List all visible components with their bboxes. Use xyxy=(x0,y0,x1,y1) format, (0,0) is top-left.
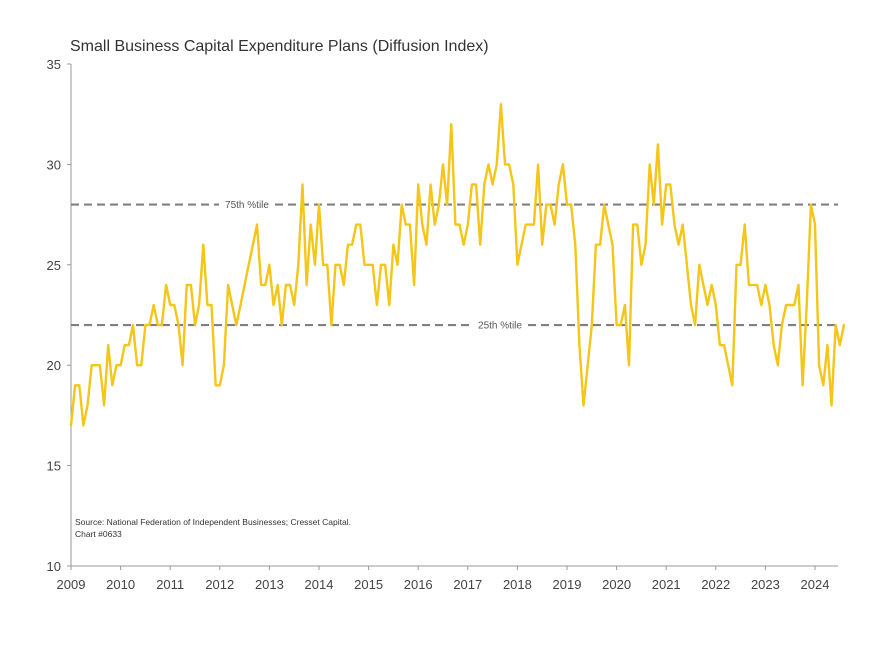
x-tick-label: 2024 xyxy=(801,577,830,592)
source-note: Source: National Federation of Independe… xyxy=(75,516,351,540)
x-tick-label: 2022 xyxy=(701,577,730,592)
source-line: Source: National Federation of Independe… xyxy=(75,517,351,527)
y-tick-label: 10 xyxy=(47,559,61,574)
chart-title: Small Business Capital Expenditure Plans… xyxy=(70,38,489,55)
x-tick-label: 2019 xyxy=(553,577,582,592)
x-tick-label: 2023 xyxy=(751,577,780,592)
x-tick-label: 2012 xyxy=(205,577,234,592)
tick-labels: 10 15 20 25 30 35 2009 2010 2011 2012 2013 2014 2015… xyxy=(47,57,830,592)
x-tick-label: 2009 xyxy=(57,577,86,592)
x-tick-label: 2017 xyxy=(453,577,482,592)
x-tick-label: 2010 xyxy=(106,577,135,592)
reference-lines: 75th %tile 25th %tile xyxy=(71,200,838,332)
axes xyxy=(67,63,838,570)
reference-line-label: 75th %tile xyxy=(225,200,269,211)
x-tick-label: 2020 xyxy=(602,577,631,592)
x-tick-label: 2018 xyxy=(503,577,532,592)
series-line xyxy=(69,102,846,427)
y-tick-label: 30 xyxy=(47,157,61,172)
x-tick-label: 2021 xyxy=(652,577,681,592)
chart-number: Chart #0633 xyxy=(75,529,122,539)
y-tick-label: 20 xyxy=(47,358,61,373)
y-tick-label: 35 xyxy=(47,57,61,72)
y-tick-label: 15 xyxy=(47,459,61,474)
x-tick-label: 2014 xyxy=(305,577,334,592)
y-tick-label: 25 xyxy=(47,258,61,273)
x-tick-label: 2013 xyxy=(255,577,284,592)
x-tick-label: 2016 xyxy=(404,577,433,592)
x-tick-label: 2015 xyxy=(354,577,383,592)
reference-line-label: 25th %tile xyxy=(478,321,522,332)
x-tick-label: 2011 xyxy=(156,577,184,592)
series-layer xyxy=(69,102,846,427)
